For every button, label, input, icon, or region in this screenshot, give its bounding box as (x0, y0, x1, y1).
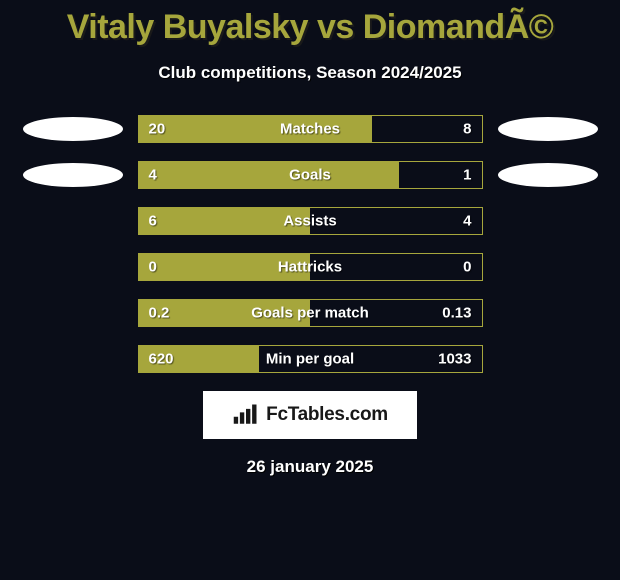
value-left: 620 (149, 351, 174, 368)
value-right: 0 (463, 259, 471, 276)
metric-label: Assists (283, 213, 336, 230)
metric-label: Min per goal (266, 351, 354, 368)
value-left: 6 (149, 213, 157, 230)
metric-rows: 20 Matches 8 4 Goals 1 6 Assists 4 0 Hattricks 0 0.2… (0, 115, 620, 373)
value-left: 4 (149, 167, 157, 184)
brand-badge: FcTables.com (203, 391, 417, 439)
value-right: 1033 (438, 351, 471, 368)
metric-row: 4 Goals 1 (0, 161, 620, 189)
metric-row: 0.2 Goals per match 0.13 (0, 299, 620, 327)
metric-bar: 0.2 Goals per match 0.13 (138, 299, 483, 327)
metric-bar: 20 Matches 8 (138, 115, 483, 143)
player-oval-left (23, 117, 123, 141)
brand-text: FcTables.com (266, 404, 388, 426)
value-right: 4 (463, 213, 471, 230)
metric-label: Matches (280, 121, 340, 138)
value-left: 0.2 (149, 305, 170, 322)
metric-row: 0 Hattricks 0 (0, 253, 620, 281)
page-title: Vitaly Buyalsky vs DiomandÃ© (0, 0, 620, 47)
metric-row: 620 Min per goal 1033 (0, 345, 620, 373)
value-right: 0.13 (442, 305, 471, 322)
date-label: 26 january 2025 (0, 457, 620, 477)
metric-row: 6 Assists 4 (0, 207, 620, 235)
metric-bar: 4 Goals 1 (138, 161, 483, 189)
metric-row: 20 Matches 8 (0, 115, 620, 143)
player-oval-right (498, 163, 598, 187)
subtitle: Club competitions, Season 2024/2025 (0, 63, 620, 83)
metric-bar: 0 Hattricks 0 (138, 253, 483, 281)
metric-label: Goals (289, 167, 331, 184)
player-oval-right (498, 117, 598, 141)
value-left: 20 (149, 121, 166, 138)
player-oval-left (23, 163, 123, 187)
metric-bar: 6 Assists 4 (138, 207, 483, 235)
metric-label: Goals per match (251, 305, 369, 322)
metric-bar: 620 Min per goal 1033 (138, 345, 483, 373)
value-right: 1 (463, 167, 471, 184)
value-right: 8 (463, 121, 471, 138)
value-left: 0 (149, 259, 157, 276)
brand-chart-icon (232, 404, 260, 426)
bar-segment-left (139, 162, 400, 188)
metric-label: Hattricks (278, 259, 342, 276)
